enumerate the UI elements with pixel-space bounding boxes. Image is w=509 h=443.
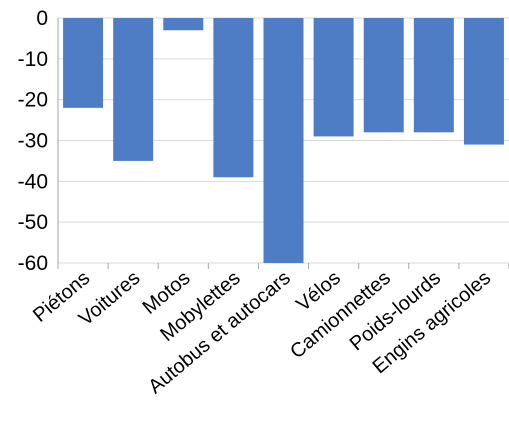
bar [63,18,104,108]
bar [113,18,154,161]
bar [463,18,504,145]
bar [313,18,354,137]
bar [263,18,304,263]
bar [213,18,254,178]
axes [57,18,509,269]
y-tick-label: -30 [18,130,48,153]
bars [63,18,504,263]
y-tick-label: -40 [18,170,48,193]
y-tick-label: -20 [18,89,48,112]
bar [163,18,204,31]
y-tick-label: -10 [18,48,48,71]
y-tick-labels: 0 -10 -20 -30 -40 -50 -60 [18,7,48,275]
bar [363,18,404,133]
y-tick-label: 0 [36,7,48,30]
bar [413,18,454,133]
y-tick-label: -60 [18,252,48,275]
y-tick-label: -50 [18,211,48,234]
